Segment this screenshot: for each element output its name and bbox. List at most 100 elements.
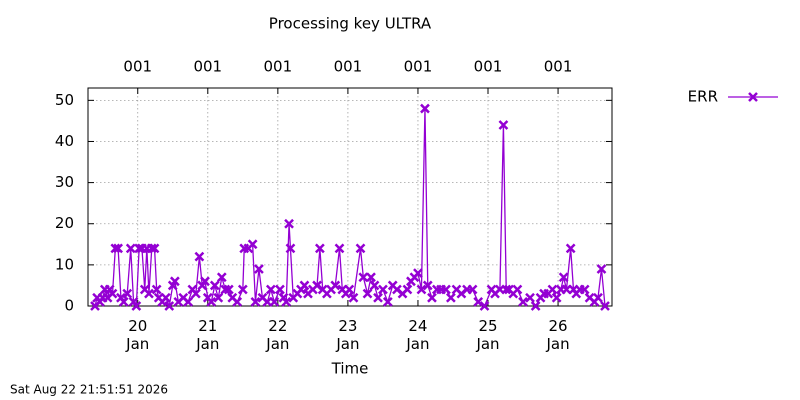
data-point [190, 288, 201, 299]
data-point [498, 120, 509, 130]
data-point [473, 297, 484, 307]
data-point [194, 251, 205, 262]
x-axis-label: Time [331, 360, 369, 378]
plot-border [87, 87, 613, 307]
data-point [164, 301, 175, 311]
y-tick-label: 30 [55, 173, 74, 191]
x-tick-label: 21 Jan [195, 317, 219, 353]
data-point [146, 243, 157, 254]
data-point [209, 280, 220, 291]
data-point [362, 288, 373, 299]
x2-tick-label: 001 [123, 58, 152, 76]
x-tick-label: 25 Jan [475, 317, 499, 353]
data-point [118, 297, 129, 307]
data-point [558, 272, 569, 283]
data-point [183, 297, 194, 307]
data-point [216, 272, 227, 283]
data-point [378, 284, 388, 295]
series-line [94, 108, 606, 309]
data-point [441, 284, 451, 295]
data-point [445, 292, 456, 303]
data-point [330, 280, 341, 291]
data-point [579, 284, 590, 295]
x2-tick-label: 001 [544, 58, 573, 76]
data-point [358, 272, 369, 283]
data-point [348, 292, 359, 303]
x-tick-label: 20 Jan [125, 317, 149, 353]
data-point [565, 243, 576, 254]
data-point [125, 243, 136, 254]
data-point [551, 292, 562, 303]
data-point [285, 243, 296, 254]
data-point [596, 264, 607, 274]
data-point [265, 284, 276, 295]
x2-tick-label: 001 [404, 58, 433, 76]
x-tick-label: 24 Jan [405, 317, 429, 353]
data-point [369, 280, 380, 291]
data-point [334, 243, 345, 254]
legend-marker [748, 92, 758, 102]
data-point [355, 243, 366, 254]
data-point [223, 284, 234, 295]
data-point [269, 297, 280, 307]
y-tick-label: 40 [55, 132, 74, 150]
data-point [144, 288, 154, 299]
x-tick-label: 26 Jan [545, 317, 569, 353]
chart-title: Processing key ULTRA [269, 15, 432, 33]
x2-tick-label: 001 [334, 58, 363, 76]
data-point [275, 284, 285, 295]
y-tick-label: 50 [55, 91, 74, 109]
data-point [413, 268, 423, 278]
data-point [467, 284, 478, 295]
data-point [593, 292, 603, 303]
data-point [151, 284, 162, 295]
legend-label: ERR [688, 88, 718, 106]
data-point [213, 292, 224, 303]
data-point [402, 284, 413, 295]
x-tick-label: 23 Jan [335, 317, 359, 353]
x2-tick-label: 001 [193, 58, 222, 76]
data-point [525, 292, 535, 303]
data-point [281, 297, 292, 307]
timestamp: Sat Aug 22 21:51:51 2026 [10, 383, 168, 397]
data-point [530, 301, 541, 311]
data-point [107, 288, 118, 299]
data-point [122, 288, 133, 299]
data-point [220, 284, 231, 295]
data-point [247, 239, 258, 250]
data-point [284, 218, 294, 229]
data-point [169, 276, 180, 287]
data-point [600, 301, 610, 311]
data-point [547, 284, 558, 295]
x2-tick-label: 001 [264, 58, 293, 76]
y-tick-label: 0 [64, 297, 74, 315]
y-tick-label: 10 [55, 255, 74, 273]
x-tick-label: 22 Jan [265, 317, 289, 353]
data-point [232, 297, 243, 307]
data-point [250, 297, 261, 307]
data-point [314, 243, 325, 254]
data-point [420, 103, 430, 114]
data-point [344, 284, 355, 295]
data-point [110, 243, 121, 254]
data-point [366, 272, 376, 283]
data-point [422, 280, 433, 291]
data-point [134, 243, 145, 254]
data-point [254, 264, 264, 274]
y-tick-label: 20 [55, 214, 74, 232]
data-point [427, 292, 437, 303]
data-point [237, 284, 248, 295]
x2-tick-label: 001 [474, 58, 503, 76]
data-point [479, 301, 490, 311]
data-point [416, 284, 427, 295]
data-point [113, 243, 124, 254]
data-point [131, 301, 142, 311]
data-point [160, 292, 171, 303]
data-point [518, 297, 528, 307]
data-point [501, 284, 512, 295]
data-point [200, 276, 210, 287]
data-point [512, 284, 523, 295]
data-point [373, 292, 383, 303]
